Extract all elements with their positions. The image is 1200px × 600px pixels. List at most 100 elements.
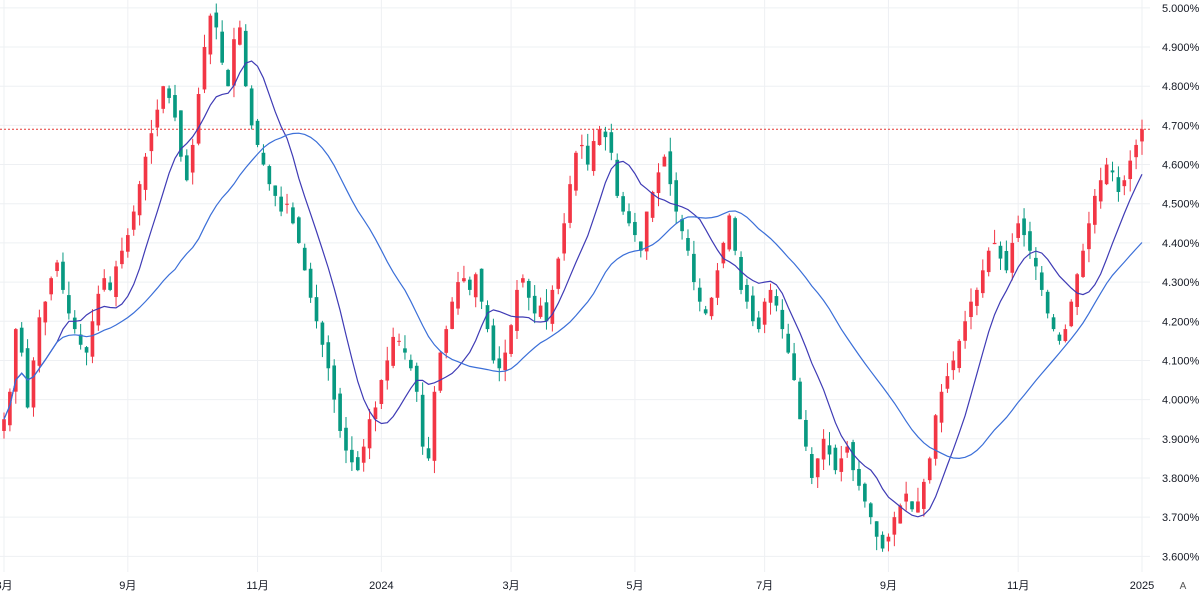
candle-body bbox=[892, 517, 897, 535]
candle bbox=[591, 128, 596, 176]
candle bbox=[1140, 119, 1144, 155]
candle bbox=[155, 99, 160, 137]
candle bbox=[1110, 161, 1115, 182]
candle bbox=[874, 521, 879, 551]
candle-body bbox=[125, 235, 130, 252]
x-tick-label: 3月 bbox=[503, 580, 520, 592]
candle-body bbox=[420, 394, 425, 447]
candle-body bbox=[1063, 329, 1068, 342]
candle bbox=[367, 408, 372, 460]
candle-body bbox=[674, 180, 679, 212]
candle bbox=[214, 3, 219, 40]
candle-body bbox=[697, 287, 702, 302]
candle-body bbox=[1039, 272, 1044, 290]
candle bbox=[863, 482, 867, 508]
candle bbox=[84, 346, 89, 366]
candle bbox=[114, 260, 118, 307]
candle-body bbox=[1057, 334, 1062, 341]
candle-body bbox=[249, 88, 254, 126]
candle bbox=[786, 323, 791, 355]
candle-body bbox=[939, 391, 944, 423]
candle-body bbox=[992, 242, 997, 245]
candle bbox=[338, 387, 342, 438]
candle bbox=[556, 256, 561, 295]
candle bbox=[49, 276, 53, 301]
candle bbox=[1016, 215, 1021, 243]
candle bbox=[886, 533, 891, 552]
candle-body bbox=[762, 301, 767, 325]
candle-body bbox=[562, 223, 566, 254]
candle bbox=[391, 327, 395, 369]
candle-body bbox=[208, 15, 213, 55]
candle-body bbox=[951, 360, 956, 371]
candle-body bbox=[886, 536, 891, 542]
candle bbox=[361, 439, 366, 472]
candle bbox=[485, 300, 490, 333]
candle-body bbox=[1098, 180, 1103, 202]
candle bbox=[922, 478, 926, 517]
candle-body bbox=[19, 327, 24, 353]
candle-body bbox=[580, 144, 584, 147]
candle-body bbox=[975, 289, 979, 306]
candle-body bbox=[568, 184, 572, 223]
y-tick-label: 4.000% bbox=[1162, 395, 1200, 407]
candle bbox=[1098, 167, 1103, 209]
candle bbox=[438, 351, 443, 393]
candle-body bbox=[786, 333, 791, 353]
candle bbox=[662, 154, 667, 167]
candle bbox=[143, 153, 148, 201]
candle-body bbox=[904, 493, 908, 502]
candle-body bbox=[467, 279, 472, 290]
x-tick-label: 11月 bbox=[246, 580, 268, 592]
candle bbox=[521, 274, 525, 288]
candle bbox=[627, 203, 631, 227]
candle-body bbox=[120, 250, 124, 265]
candle-body bbox=[61, 261, 65, 290]
candle bbox=[1057, 332, 1062, 345]
candle-body bbox=[1093, 195, 1097, 225]
candle bbox=[998, 241, 1003, 270]
candle-body bbox=[922, 481, 926, 509]
candle bbox=[1063, 324, 1068, 343]
candle-body bbox=[662, 156, 667, 167]
candle-body bbox=[379, 380, 384, 404]
candle bbox=[78, 323, 83, 350]
candle-body bbox=[426, 448, 431, 459]
candle-body bbox=[261, 152, 266, 165]
candle bbox=[739, 251, 743, 295]
candle bbox=[1134, 139, 1138, 170]
candle bbox=[125, 228, 130, 258]
candle bbox=[19, 322, 24, 357]
auto-scale-button[interactable]: A bbox=[1179, 580, 1187, 592]
candle bbox=[904, 481, 908, 511]
candle bbox=[13, 328, 18, 404]
candle-body bbox=[8, 391, 12, 426]
y-tick-label: 4.500% bbox=[1162, 199, 1200, 211]
y-tick-label: 4.200% bbox=[1162, 316, 1200, 328]
candle bbox=[296, 216, 301, 244]
candle bbox=[768, 283, 773, 315]
candle bbox=[957, 339, 962, 373]
x-tick-label: 9月 bbox=[119, 580, 136, 592]
candle-body bbox=[279, 196, 283, 212]
candle bbox=[473, 272, 478, 308]
y-axis: 5.000% 4.900% 4.800% 4.700% 4.600% 4.500% 4.40… bbox=[1162, 3, 1200, 563]
candle bbox=[379, 379, 384, 410]
candle-body bbox=[544, 302, 549, 322]
candle-body bbox=[367, 419, 372, 449]
candle bbox=[291, 202, 295, 225]
candle-body bbox=[957, 340, 962, 369]
candle bbox=[833, 444, 838, 475]
candle-body bbox=[1022, 218, 1026, 236]
candle-body bbox=[338, 393, 342, 431]
candle bbox=[792, 342, 796, 381]
candle-body bbox=[526, 280, 531, 298]
candle bbox=[414, 362, 419, 402]
candle bbox=[196, 87, 201, 146]
candle-body bbox=[509, 325, 513, 354]
candle bbox=[238, 20, 242, 46]
candle-body bbox=[332, 365, 337, 400]
candle bbox=[220, 20, 224, 65]
candle-body bbox=[768, 289, 773, 303]
